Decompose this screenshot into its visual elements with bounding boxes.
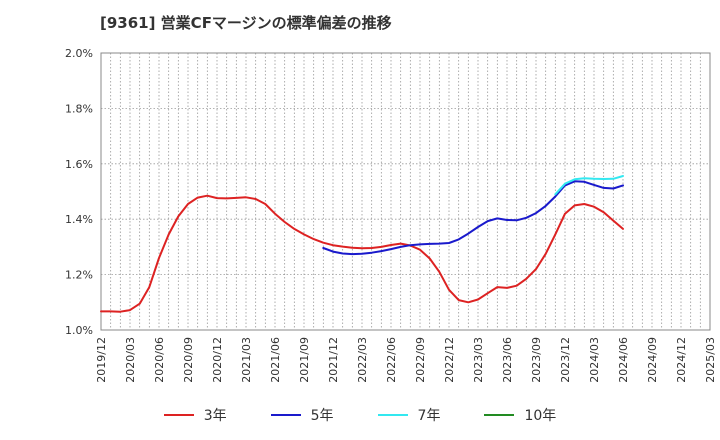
x-tick-label: 2020/09 [182,337,195,383]
x-tick-label: 2020/03 [124,337,137,383]
chart-title: [9361] 営業CFマージンの標準偏差の推移 [100,14,392,32]
legend-swatch [377,414,408,416]
x-tick-label: 2022/12 [443,337,456,383]
x-tick-label: 2021/06 [269,337,282,383]
legend-label: 5年 [310,408,334,424]
y-tick-label: 2.0% [65,47,93,60]
legend-item: 5年 [270,405,334,425]
x-tick-label: 2021/12 [327,337,340,383]
x-tick-label: 2021/09 [298,337,311,383]
legend-item: 10年 [484,405,556,425]
y-tick-label: 1.2% [65,269,93,282]
x-tick-label: 2022/09 [414,337,427,383]
x-tick-label: 2022/03 [356,337,369,383]
legend-item: 3年 [163,405,227,425]
x-tick-label: 2022/06 [385,337,398,383]
x-tick-label: 2023/03 [472,337,485,383]
x-tick-label: 2020/12 [211,337,224,383]
y-tick-label: 1.8% [65,102,93,115]
series-line-3年 [100,194,624,313]
legend-swatch [270,414,301,416]
grid [101,53,710,330]
x-tick-label: 2024/12 [675,337,688,383]
x-tick-label: 2024/06 [617,337,630,383]
series-line-7年 [554,175,624,196]
y-tick-label: 1.0% [65,324,93,337]
legend-item: 7年 [377,405,441,425]
series-layer [100,175,624,313]
legend-label: 7年 [417,408,441,424]
series-line-5年 [322,180,624,256]
y-tick-label: 1.4% [65,213,93,226]
x-tick-label: 2019/12 [95,337,108,383]
line-chart: 1.0%1.2%1.4%1.6%1.8%2.0% 2019/12 2020/03 2… [65,47,717,383]
y-axis: 1.0% 1.2% 1.4% 1.6% 1.8% 2.0% [65,47,93,337]
x-axis: 2019/12 2020/03 2020/06 2020/09 2020/12 2021/… [95,337,717,383]
x-tick-label: 2025/03 [704,337,717,383]
plot-frame [100,52,711,331]
legend-label: 3年 [203,408,227,424]
legend-label: 10年 [524,408,557,424]
legend: 3年 5年 7年 10年 [0,402,720,428]
x-tick-label: 2023/09 [530,337,543,383]
x-tick-label: 2021/03 [240,337,253,383]
x-tick-label: 2023/06 [501,337,514,383]
legend-swatch [484,414,515,416]
x-tick-label: 2024/09 [646,337,659,383]
y-tick-label: 1.6% [65,158,93,171]
x-tick-label: 2024/03 [588,337,601,383]
x-tick-label: 2023/12 [559,337,572,383]
legend-swatch [163,414,194,416]
x-tick-label: 2020/06 [153,337,166,383]
